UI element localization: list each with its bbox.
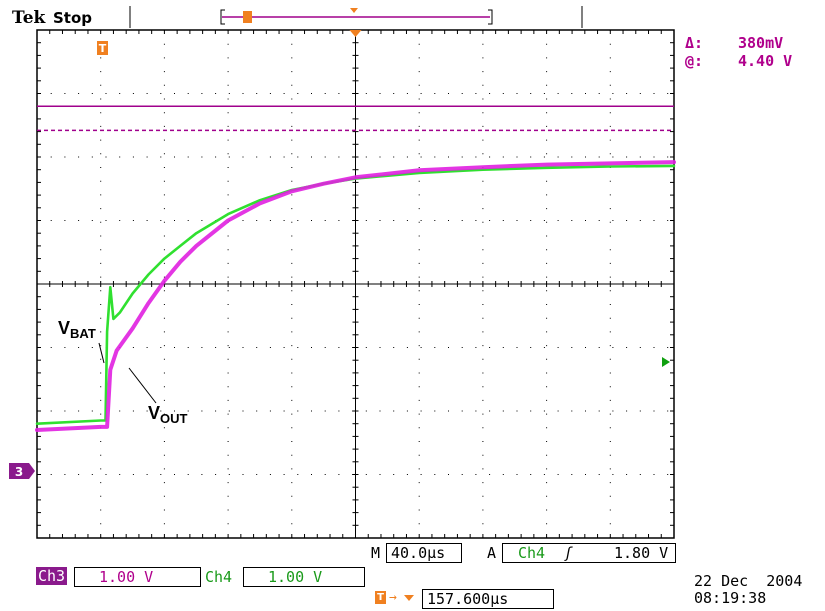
record-position-marker	[350, 8, 358, 13]
at-value: 4.40 V	[738, 52, 793, 70]
trigger-position-readout: 157.600µs	[422, 589, 554, 609]
vout-pointer	[128, 367, 157, 404]
trigger-position-icon: T	[375, 591, 386, 604]
trigger-marker-label: T	[99, 42, 107, 55]
brand-logo: Tek	[12, 8, 46, 28]
trigger-position-arrow	[349, 30, 362, 37]
trigger-slope-icon: ʃ	[564, 544, 574, 562]
trace-vbat	[35, 164, 676, 426]
ch3-scale: 1.00 V	[74, 567, 201, 587]
ch3-tag: Ch3	[36, 567, 68, 585]
record-bracket-right	[488, 9, 493, 25]
time-readout: 08:19:38	[694, 589, 767, 607]
timebase-prefix: M	[371, 544, 381, 562]
delta-label: Δ:	[685, 34, 704, 52]
delta-value: 380mV	[738, 34, 784, 52]
trigger-source: Ch4	[518, 544, 546, 562]
trigger-prefix: A	[487, 544, 497, 562]
ch3-ground-marker	[9, 463, 35, 479]
ch3-ground-label: 3	[15, 465, 23, 479]
cursor-lines	[37, 105, 674, 132]
waveform-traces	[35, 160, 676, 432]
vbat-label: VBAT	[58, 318, 96, 341]
record-bracket-left	[220, 9, 225, 25]
date-readout: 22 Dec 2004	[694, 572, 803, 590]
trigger-marker-box	[97, 41, 108, 55]
arrow-right-icon: →	[389, 590, 397, 605]
timebase-readout: 40.0µs	[386, 543, 462, 563]
ch4-level-arrow	[662, 357, 670, 367]
record-trigger-marker	[243, 11, 252, 23]
graticule	[36, 6, 675, 539]
screen-markers: T3	[9, 30, 670, 479]
trigger-readout	[502, 543, 676, 563]
ch4-scale: 1.00 V	[243, 567, 365, 587]
ch4-tag: Ch4	[205, 568, 233, 586]
vbat-pointer	[98, 342, 105, 364]
vout-label: VOUT	[148, 403, 188, 426]
trigger-level: 1.80 V	[614, 544, 669, 562]
trace-vout	[35, 160, 676, 432]
trigger-down-icon	[404, 595, 414, 601]
at-label: @:	[685, 52, 704, 70]
acquisition-status: Stop	[53, 9, 93, 27]
